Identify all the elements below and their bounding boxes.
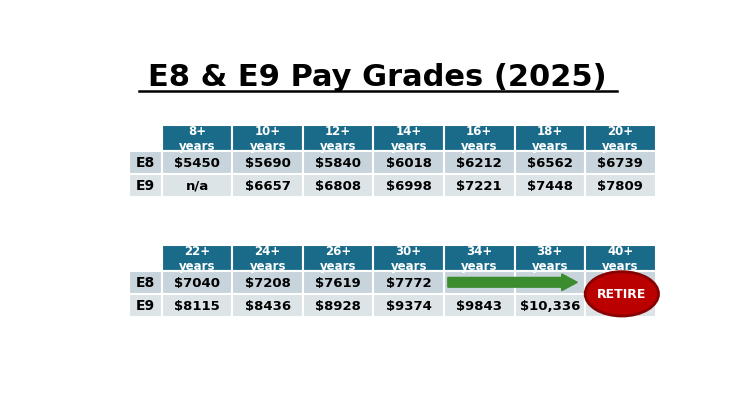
Text: E8: E8 (136, 276, 156, 290)
Bar (129, 271, 162, 294)
Text: $5690: $5690 (245, 157, 290, 169)
Bar (303, 151, 374, 175)
Text: $8436: $8436 (245, 299, 290, 312)
Bar (585, 175, 655, 198)
Bar (162, 175, 232, 198)
Bar (162, 125, 232, 151)
Text: 26+
years: 26+ years (320, 244, 357, 272)
Text: E9: E9 (136, 179, 156, 193)
Bar (585, 294, 655, 317)
Text: $7772: $7772 (386, 276, 432, 289)
Bar (585, 151, 655, 175)
Text: $7448: $7448 (527, 180, 573, 193)
Text: $10,336: $10,336 (520, 299, 580, 312)
FancyArrow shape (448, 274, 577, 291)
Text: $6739: $6739 (598, 157, 643, 169)
Text: 24+
years: 24+ years (249, 244, 286, 272)
Bar (514, 271, 585, 294)
Text: E8: E8 (136, 156, 156, 170)
Bar (162, 271, 232, 294)
Bar (303, 271, 374, 294)
Bar (514, 125, 585, 151)
Bar (444, 151, 514, 175)
Bar (232, 125, 303, 151)
Bar (374, 125, 444, 151)
Text: $7221: $7221 (456, 180, 502, 193)
Text: 30+
years: 30+ years (391, 244, 427, 272)
Bar (514, 245, 585, 271)
Text: 8+
years: 8+ years (179, 124, 215, 152)
Bar (129, 151, 162, 175)
Bar (374, 151, 444, 175)
Text: $6562: $6562 (527, 157, 573, 169)
Bar (585, 125, 655, 151)
Text: $7208: $7208 (245, 276, 290, 289)
Text: 40+
years: 40+ years (602, 244, 638, 272)
Bar (514, 151, 585, 175)
Bar (444, 294, 514, 317)
Text: $6212: $6212 (456, 157, 502, 169)
Text: $7619: $7619 (315, 276, 361, 289)
Text: $9374: $9374 (385, 299, 432, 312)
Text: 16+
years: 16+ years (461, 124, 497, 152)
Text: 20+
years: 20+ years (602, 124, 638, 152)
Text: 14+
years: 14+ years (391, 124, 427, 152)
Bar (303, 175, 374, 198)
Bar (374, 175, 444, 198)
Bar (585, 271, 655, 294)
Text: $6998: $6998 (385, 180, 432, 193)
Bar (585, 245, 655, 271)
Text: $8928: $8928 (315, 299, 361, 312)
Text: 10+
years: 10+ years (249, 124, 286, 152)
Text: 12+
years: 12+ years (320, 124, 357, 152)
Bar (232, 151, 303, 175)
Text: 34+
years: 34+ years (461, 244, 497, 272)
Bar (444, 125, 514, 151)
Bar (162, 151, 232, 175)
Text: 22+
years: 22+ years (179, 244, 215, 272)
Bar (162, 294, 232, 317)
Text: E8 & E9 Pay Grades (2025): E8 & E9 Pay Grades (2025) (148, 63, 607, 92)
Text: E9: E9 (136, 299, 156, 312)
Text: $8115: $8115 (174, 299, 220, 312)
Bar (374, 294, 444, 317)
Bar (303, 294, 374, 317)
Bar (374, 271, 444, 294)
Bar (162, 245, 232, 271)
Ellipse shape (585, 272, 659, 316)
Text: $9843: $9843 (456, 299, 502, 312)
Text: 18+
years: 18+ years (531, 124, 568, 152)
Text: $6018: $6018 (385, 157, 432, 169)
Bar (444, 175, 514, 198)
Text: $6808: $6808 (315, 180, 361, 193)
Bar (303, 125, 374, 151)
Bar (444, 271, 514, 294)
Text: RETIRE: RETIRE (597, 288, 646, 301)
Text: $7809: $7809 (598, 180, 643, 193)
Bar (129, 294, 162, 317)
Bar (444, 245, 514, 271)
Text: $5450: $5450 (174, 157, 220, 169)
Text: $6657: $6657 (245, 180, 290, 193)
Text: 38+
years: 38+ years (531, 244, 568, 272)
Text: $7040: $7040 (174, 276, 220, 289)
Text: $5840: $5840 (315, 157, 361, 169)
Text: n/a: n/a (186, 180, 209, 193)
Bar (129, 175, 162, 198)
Bar (232, 271, 303, 294)
Bar (514, 175, 585, 198)
Bar (514, 294, 585, 317)
Bar (232, 245, 303, 271)
Bar (232, 294, 303, 317)
Bar (303, 245, 374, 271)
Bar (232, 175, 303, 198)
Bar (374, 245, 444, 271)
